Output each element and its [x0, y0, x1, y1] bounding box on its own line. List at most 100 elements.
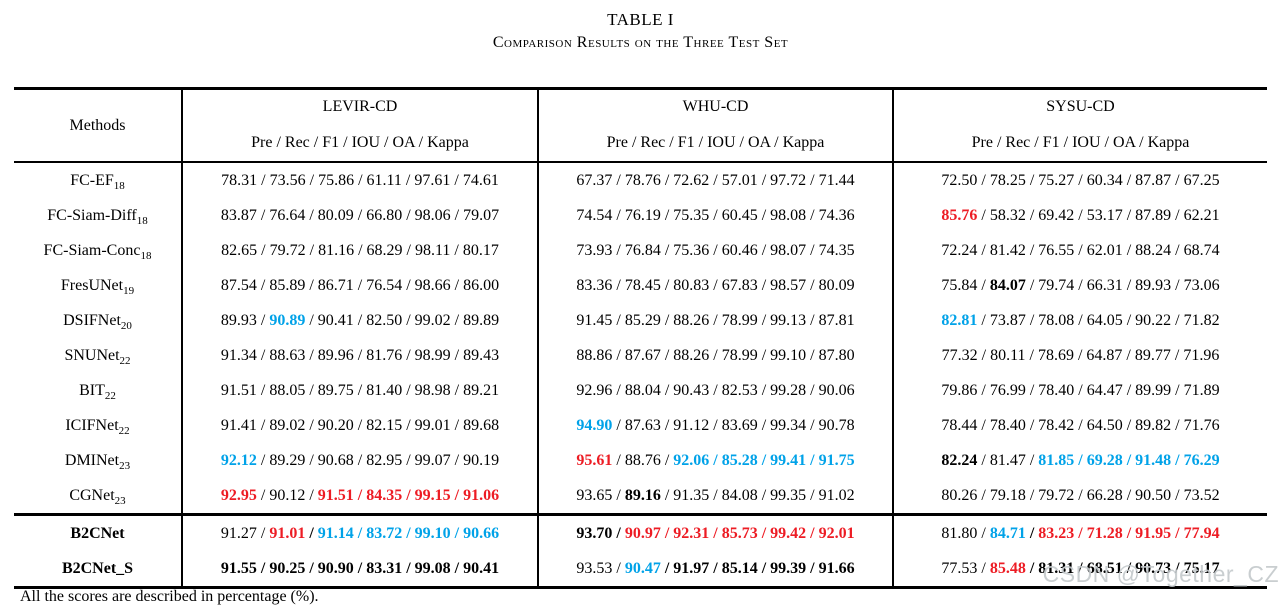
value-separator: /: [305, 559, 318, 577]
value-separator: /: [305, 486, 318, 504]
value-separator: /: [305, 381, 318, 399]
metric-value: 82.50: [366, 311, 403, 329]
metric-value: 72.50: [941, 171, 978, 189]
value-separator: /: [353, 451, 367, 469]
metric-value: 89.93: [1135, 276, 1172, 294]
value-separator: /: [1074, 276, 1087, 294]
metric-value: 88.24: [1135, 241, 1172, 259]
metric-value: 78.69: [1037, 346, 1074, 364]
metrics-cell: 81.80 / 84.71 / 83.23 / 71.28 / 91.95 / …: [892, 513, 1267, 551]
metric-value: 73.06: [1183, 276, 1220, 294]
metric-value: 85.76: [941, 206, 978, 224]
value-separator: /: [977, 451, 990, 469]
value-separator: /: [757, 451, 771, 469]
value-separator: /: [256, 206, 270, 224]
metric-value: 71.76: [1183, 416, 1220, 434]
metrics-cell: 91.45 / 85.29 / 88.26 / 78.99 / 99.13 / …: [537, 303, 893, 338]
value-separator: /: [660, 451, 674, 469]
value-separator: /: [977, 486, 990, 504]
value-separator: /: [1025, 381, 1039, 399]
metric-value: 73.52: [1183, 486, 1220, 504]
metrics-cell: 91.55 / 90.25 / 90.90 / 83.31 / 99.08 / …: [181, 551, 538, 588]
value-separator: /: [757, 276, 771, 294]
metric-value: 91.51: [220, 381, 257, 399]
value-separator: /: [353, 206, 367, 224]
metric-value: 75.35: [673, 206, 710, 224]
metric-value: 92.95: [220, 486, 257, 504]
metric-value: 85.73: [721, 524, 758, 542]
value-separator: /: [612, 276, 625, 294]
metric-value: 68.74: [1183, 241, 1220, 259]
method-name: FresUNet19: [60, 276, 135, 297]
metric-value: 89.29: [269, 451, 306, 469]
value-separator: /: [977, 524, 990, 542]
value-separator: /: [353, 311, 367, 329]
metric-value: 71.82: [1183, 311, 1220, 329]
metrics-cell: 82.24 / 81.47 / 81.85 / 69.28 / 91.48 / …: [892, 443, 1267, 478]
metric-value: 88.86: [576, 346, 613, 364]
value-separator: /: [450, 381, 464, 399]
table-caption: TABLE I Comparison Results on the Three …: [0, 10, 1281, 52]
metric-value: 76.55: [1038, 241, 1075, 259]
value-separator: /: [1170, 346, 1184, 364]
metric-value: 98.11: [414, 241, 451, 259]
metric-value: 80.09: [317, 206, 354, 224]
value-separator: /: [305, 451, 318, 469]
metric-value: 87.89: [1135, 206, 1172, 224]
metric-value: 90.68: [317, 451, 354, 469]
metric-value: 89.82: [1135, 416, 1172, 434]
value-separator: /: [353, 276, 367, 294]
value-separator: /: [660, 241, 674, 259]
metric-value: 90.50: [1135, 486, 1172, 504]
metric-value: 81.40: [366, 381, 403, 399]
value-separator: /: [612, 416, 625, 434]
metrics-cell: 72.24 / 81.42 / 76.55 / 62.01 / 88.24 / …: [892, 233, 1267, 268]
metrics-cell: 91.34 / 88.63 / 89.96 / 81.76 / 98.99 / …: [181, 338, 538, 373]
value-separator: /: [660, 171, 674, 189]
method-name: DSIFNet20: [63, 311, 132, 332]
value-separator: /: [709, 311, 722, 329]
method-name: DMINet23: [64, 451, 131, 472]
metrics-cell: 72.50 / 78.25 / 75.27 / 60.34 / 87.87 / …: [892, 162, 1267, 198]
metric-value: 57.01: [721, 171, 758, 189]
metric-value: 72.24: [941, 241, 978, 259]
metric-value: 78.40: [1038, 381, 1075, 399]
value-separator: /: [1122, 381, 1136, 399]
metrics-cell: 85.76 / 58.32 / 69.42 / 53.17 / 87.89 / …: [892, 198, 1267, 233]
value-separator: /: [806, 416, 819, 434]
value-separator: /: [353, 381, 367, 399]
table-row: B2CNet 91.27 / 91.01 / 91.14 / 83.72 / 99…: [14, 513, 1267, 551]
metric-value: 91.34: [220, 346, 257, 364]
value-separator: /: [1171, 416, 1184, 434]
value-separator: /: [612, 241, 625, 259]
value-separator: /: [709, 171, 722, 189]
value-separator: /: [709, 381, 722, 399]
value-separator: /: [450, 241, 463, 259]
value-separator: /: [256, 451, 270, 469]
metric-value: 83.36: [576, 276, 613, 294]
table-row: FC-EF18 78.31 / 73.56 / 75.86 / 61.11 / 9…: [14, 162, 1267, 198]
value-separator: /: [757, 346, 771, 364]
metric-value: 87.67: [624, 346, 661, 364]
value-separator: /: [977, 381, 990, 399]
metric-value: 78.08: [1038, 311, 1075, 329]
value-separator: /: [757, 381, 771, 399]
metric-value: 84.35: [366, 486, 403, 504]
value-separator: /: [1171, 524, 1184, 542]
value-separator: /: [256, 346, 270, 364]
metric-value: 91.01: [269, 524, 306, 542]
value-separator: /: [1171, 381, 1184, 399]
metric-value: 92.12: [220, 451, 257, 469]
metric-value: 89.93: [220, 311, 257, 329]
metric-value: 98.07: [770, 241, 807, 259]
metric-value: 91.27: [220, 524, 257, 542]
metric-value: 91.51: [317, 486, 354, 504]
metrics-cell: 78.31 / 73.56 / 75.86 / 61.11 / 97.61 / …: [181, 162, 538, 198]
metric-value: 60.45: [721, 206, 758, 224]
metric-value: 83.69: [721, 416, 758, 434]
value-separator: /: [806, 451, 819, 469]
metric-value: 87.81: [818, 311, 855, 329]
metric-value: 67.83: [721, 276, 758, 294]
value-separator: /: [450, 311, 464, 329]
value-separator: /: [305, 311, 318, 329]
